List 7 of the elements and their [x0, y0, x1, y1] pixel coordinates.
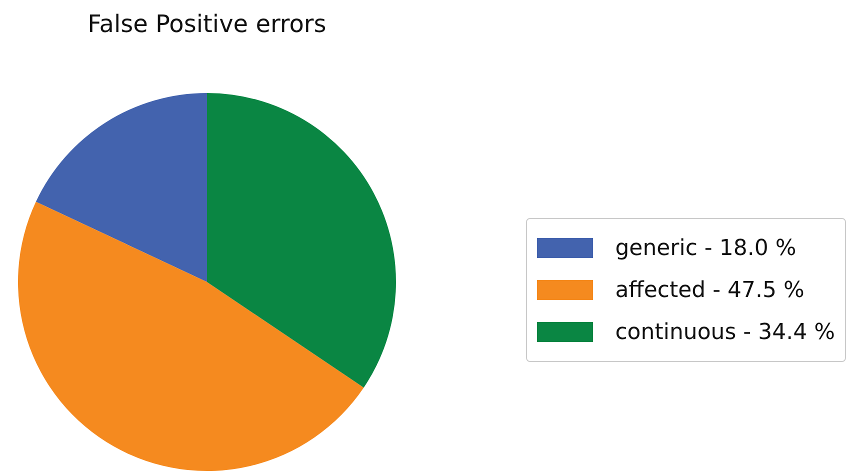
legend-label: generic - 18.0 % [615, 236, 796, 260]
chart-title: False Positive errors [86, 10, 328, 38]
pie-slice [36, 93, 207, 282]
legend-label: continuous - 34.4 % [615, 320, 835, 344]
pie-slice [18, 202, 364, 471]
legend-label: affected - 47.5 % [615, 278, 804, 302]
pie-slice [207, 93, 396, 388]
